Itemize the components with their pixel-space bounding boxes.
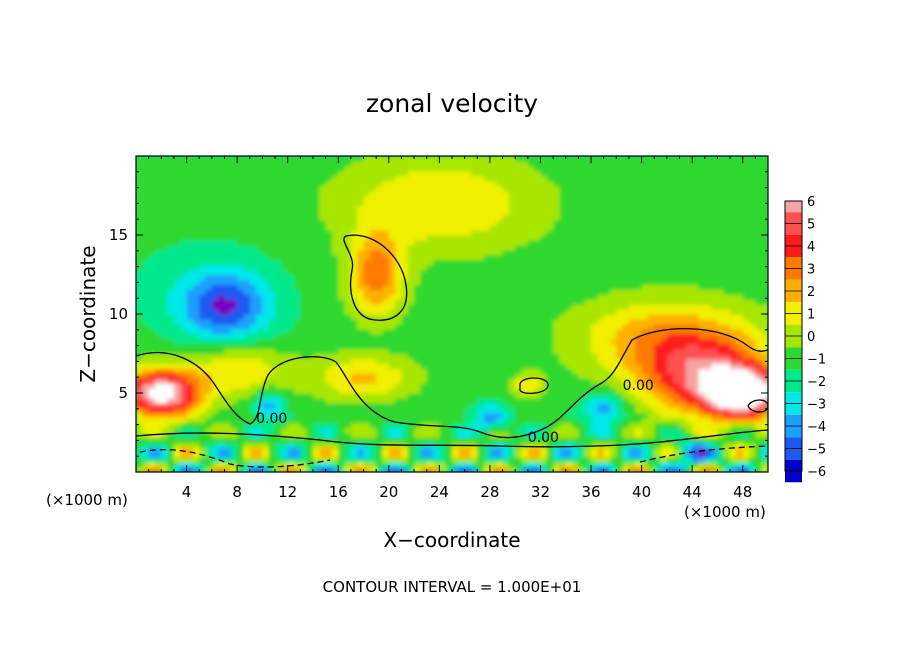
zero-contours [136, 234, 768, 468]
colorbar-label: 4 [807, 240, 815, 255]
x-tick-label: 16 [329, 483, 348, 501]
plot-area: 0.00 0.00 0.00 [135, 155, 769, 473]
contour-label: 0.00 [528, 430, 559, 446]
colorbar-label: 2 [807, 285, 815, 300]
x-tick-label: 36 [581, 483, 600, 501]
y-tick-label: 5 [118, 384, 128, 402]
x-tick-label: 4 [182, 483, 192, 501]
x-tick-label: 20 [379, 483, 398, 501]
colorbar-label: 0 [807, 330, 815, 345]
colorbar-label: 6 [807, 195, 815, 210]
contour-labels: 0.00 0.00 0.00 [256, 378, 654, 446]
chart-title: zonal velocity [366, 89, 538, 118]
contour-interval-footer: CONTOUR INTERVAL = 1.000E+01 [323, 578, 582, 596]
y-axis-ticks: 5 10 15 [109, 171, 768, 457]
y-tick-label: 15 [109, 226, 128, 244]
x-tick-label: 40 [632, 483, 651, 501]
colorbar-swatch [785, 201, 802, 213]
colorbar-label: 3 [807, 263, 815, 278]
contour-bubble [343, 234, 408, 321]
colorbar-label: −6 [807, 465, 826, 480]
x-tick-label: 44 [683, 483, 702, 501]
colorbar: 6 5 4 3 2 1 0 −1 −2 −3 −4 −5 −6 [784, 195, 826, 483]
x-tick-label: 48 [733, 483, 752, 501]
x-tick-label: 24 [430, 483, 449, 501]
contour-label: 0.00 [623, 378, 654, 394]
x-tick-label: 32 [531, 483, 550, 501]
x-tick-label: 12 [278, 483, 297, 501]
x-axis-label: X−coordinate [383, 528, 520, 552]
x-unit-right: (×1000 m) [684, 503, 766, 521]
contour-label: 0.00 [256, 411, 287, 427]
x-axis-ticks: 4 8 12 16 20 24 28 32 36 40 44 48 [148, 156, 756, 501]
y-tick-label: 10 [109, 305, 128, 323]
x-unit-left: (×1000 m) [46, 491, 128, 509]
x-tick-label: 28 [480, 483, 499, 501]
contour-dashed-left [139, 449, 331, 468]
contour-lower-band [136, 328, 768, 439]
colorbar-label: −4 [807, 420, 826, 435]
colorbar-label: −2 [807, 375, 826, 390]
y-axis-label: Z−coordinate [76, 245, 100, 382]
contour-dashed-right [639, 445, 768, 463]
colorbar-label: −5 [807, 443, 826, 458]
velocity-field [136, 156, 768, 472]
contour-near-bottom [136, 429, 768, 448]
colorbar-label: −3 [807, 398, 826, 413]
contour-small-loop [519, 377, 549, 395]
contour-white-right [747, 399, 768, 413]
colorbar-label: 1 [807, 308, 815, 323]
colorbar-label: 5 [807, 218, 815, 233]
colorbar-label: −1 [807, 353, 826, 368]
x-tick-label: 8 [232, 483, 242, 501]
